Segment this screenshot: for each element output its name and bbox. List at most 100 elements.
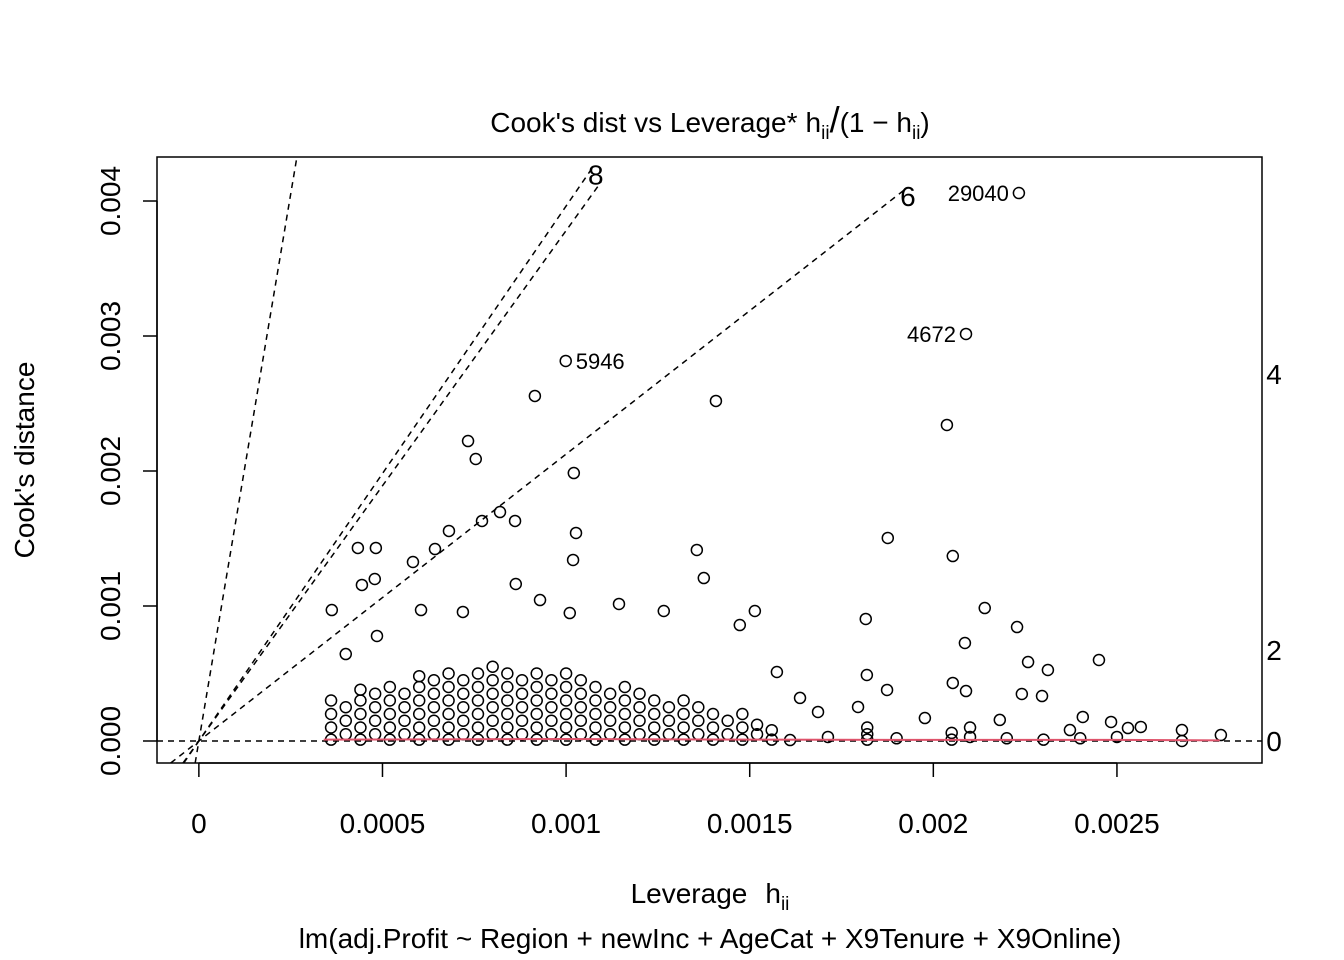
point [501,694,514,707]
point [690,543,704,557]
point [427,673,441,687]
point [324,694,338,707]
point [647,707,661,721]
point [383,680,397,694]
point [486,660,499,673]
point [412,680,426,694]
point [1121,721,1135,735]
point [706,721,720,734]
point [369,541,383,555]
point [770,665,784,679]
point [368,714,382,727]
point [559,694,573,707]
point [880,683,894,697]
point [486,700,499,714]
point [368,572,382,586]
point [398,727,411,741]
point [370,629,384,643]
point [1063,723,1077,737]
point [589,721,602,734]
text-part: h [806,107,822,138]
point [412,721,426,734]
point [501,721,514,734]
point [339,647,353,661]
subtitle: lm(adj.Profit ~ Region + newInc + AgeCat… [299,923,1122,954]
point [354,707,367,721]
point [563,606,577,620]
point [530,667,543,680]
point [1134,720,1148,734]
point [398,700,411,714]
point [559,707,573,721]
point [486,673,499,687]
point [351,541,365,555]
point [1076,710,1090,724]
point [946,549,960,563]
point [574,714,588,727]
point [559,721,573,734]
point [946,676,960,690]
point [706,707,720,721]
point [530,707,543,721]
point [612,597,626,611]
point [427,700,441,714]
point [324,721,338,734]
point [509,577,523,591]
point [633,700,646,714]
point [959,327,973,341]
point [1010,620,1024,634]
point [618,680,632,694]
contour-line [194,156,298,764]
contour-line [182,181,602,764]
contour-axis-label: 2 [1266,635,1282,666]
point [657,604,671,618]
point [383,721,397,734]
x-axis-label: Leverage hii [631,878,790,915]
point [1110,730,1124,744]
x-tick-label: 0 [191,808,207,839]
point [633,714,646,727]
text-part: / [830,99,840,140]
point [461,434,475,448]
point [428,542,442,556]
contour-line [170,189,905,764]
point [721,714,734,727]
y-tick-label: 0.000 [95,706,126,776]
point [412,707,426,721]
point [1073,732,1087,745]
point [339,727,353,741]
point [545,687,558,700]
point [457,700,470,714]
point [618,694,632,707]
point [692,700,705,714]
text-part: Leverage [631,878,748,909]
point [545,673,558,687]
subscript: ii [912,123,920,144]
point [469,452,483,466]
text-part: Cook's dist vs Leverage* [490,107,797,138]
point [383,707,397,721]
point [1041,663,1055,677]
smooth-line [323,737,1220,742]
point [383,694,397,707]
point [963,730,977,744]
point [325,603,339,617]
point [709,394,723,408]
x-tick-label: 0.0015 [707,808,793,839]
point [736,721,749,734]
text-part: ) [920,107,929,138]
point [486,714,499,727]
point [697,571,711,585]
point [545,700,558,714]
contour-axis-label: 4 [1266,359,1282,390]
point [662,700,676,714]
point [1035,689,1049,703]
point [559,354,572,368]
point [574,700,588,714]
point [559,680,573,694]
point [662,727,676,741]
point [677,707,690,721]
y-tick-label: 0.001 [95,571,126,641]
contour-axis-label: 0 [1266,726,1282,757]
point [457,714,470,727]
